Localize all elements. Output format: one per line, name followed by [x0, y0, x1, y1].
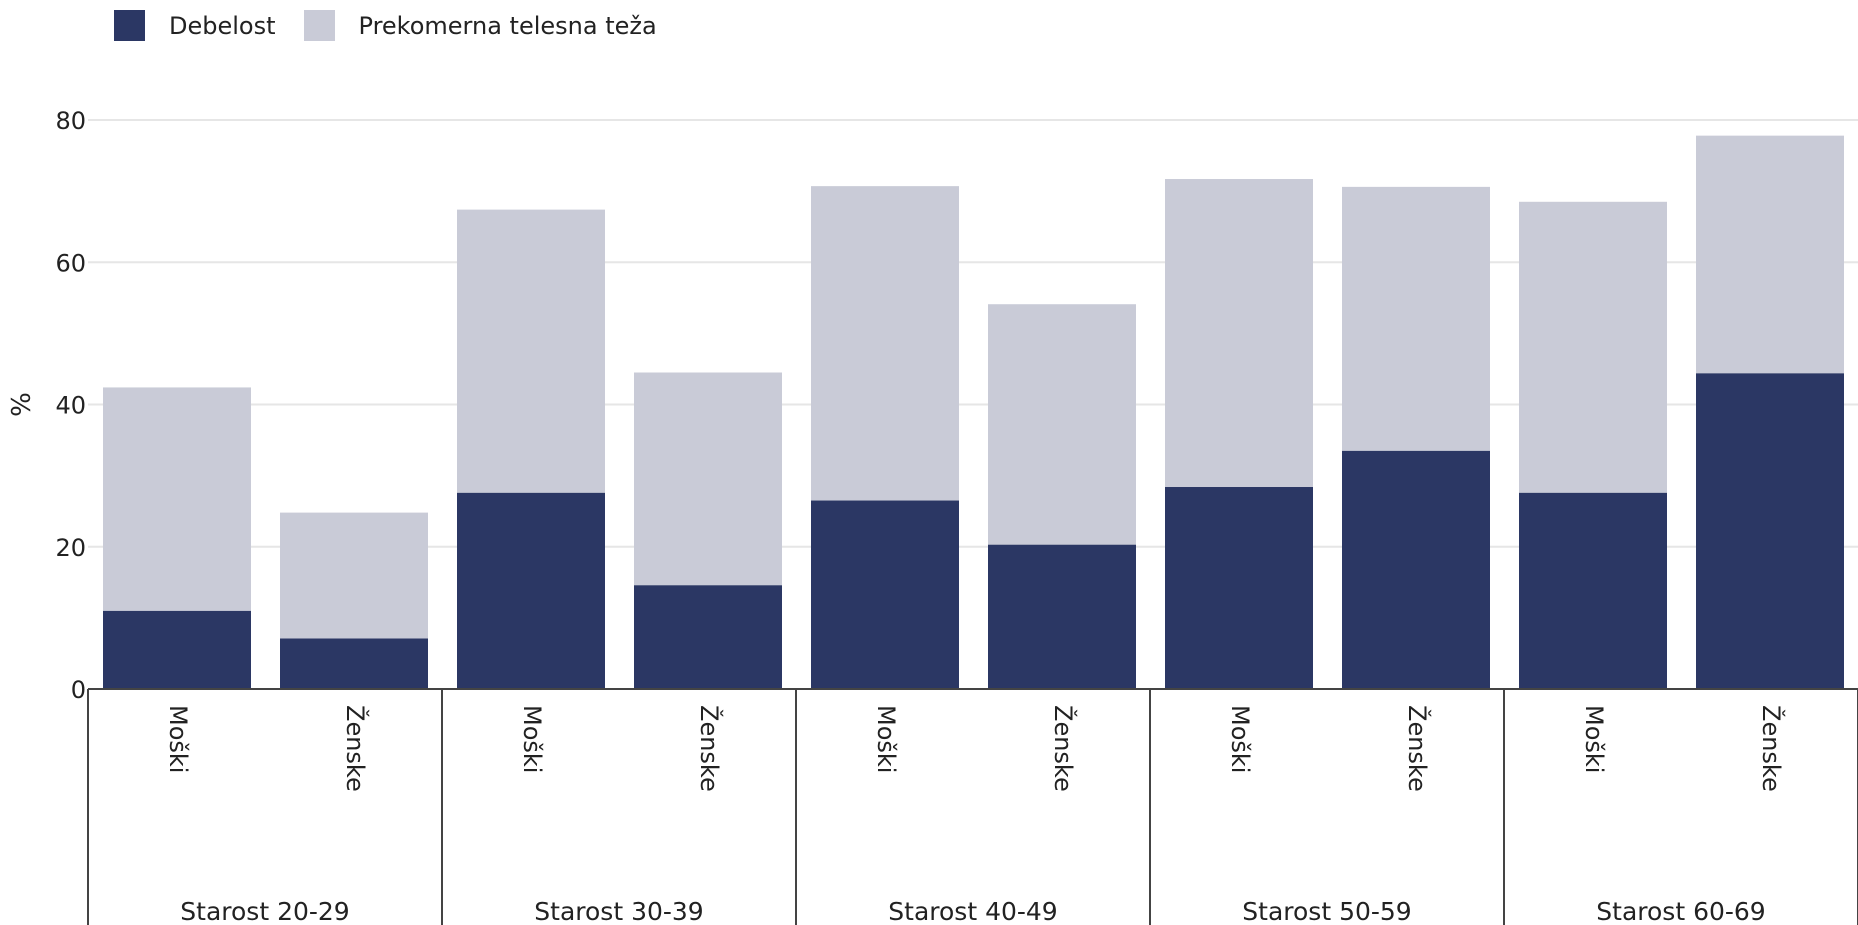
bar-overweight	[103, 387, 251, 611]
bar-overweight	[811, 186, 959, 501]
legend: Debelost Prekomerna telesna teža	[114, 10, 685, 41]
bar-overweight	[634, 372, 782, 586]
x-tick-label: Ženske	[1049, 705, 1078, 792]
y-tick-label: 0	[71, 676, 86, 704]
x-tick-label: Ženske	[695, 705, 724, 792]
bar-obesity	[1342, 450, 1490, 689]
legend-label-overweight: Prekomerna telesna teža	[358, 11, 657, 40]
group-label: Starost 30-39	[534, 897, 703, 925]
bar-overweight	[280, 512, 428, 639]
y-tick-label: 80	[55, 107, 86, 135]
group-label: Starost 40-49	[888, 897, 1057, 925]
x-tick-label: Moški	[872, 705, 900, 773]
legend-item-overweight[interactable]: Prekomerna telesna teža	[303, 10, 657, 41]
y-tick-label: 40	[55, 392, 86, 420]
x-tick-label: Ženske	[1757, 705, 1786, 792]
bar-obesity	[1165, 487, 1313, 689]
legend-swatch-obesity	[114, 10, 145, 41]
x-tick-label: Moški	[1226, 705, 1254, 773]
group-label: Starost 50-59	[1242, 897, 1411, 925]
group-label: Starost 20-29	[180, 897, 349, 925]
bar-obesity	[1519, 492, 1667, 689]
y-tick-label: 60	[55, 249, 86, 277]
bar-obesity	[1696, 373, 1844, 689]
bar-overweight	[1165, 179, 1313, 488]
legend-item-obesity[interactable]: Debelost	[114, 10, 276, 41]
bar-obesity	[634, 585, 782, 689]
bar-obesity	[988, 544, 1136, 689]
y-tick-label: 20	[55, 534, 86, 562]
x-tick-label: Moški	[1580, 705, 1608, 773]
bar-obesity	[280, 638, 428, 689]
bar-obesity	[103, 610, 251, 689]
legend-swatch-overweight	[303, 10, 335, 41]
bar-obesity	[457, 492, 605, 689]
x-tick-label: Moški	[518, 705, 546, 773]
bar-overweight	[457, 209, 605, 493]
bar-overweight	[1696, 135, 1844, 374]
legend-label-obesity: Debelost	[169, 11, 276, 40]
group-label: Starost 60-69	[1596, 897, 1765, 925]
y-axis-label: %	[7, 392, 37, 417]
bar-obesity	[811, 500, 959, 689]
x-tick-label: Ženske	[341, 705, 370, 792]
x-tick-label: Moški	[164, 705, 192, 773]
bar-overweight	[1342, 186, 1490, 451]
bar-overweight	[988, 304, 1136, 545]
bar-overweight	[1519, 201, 1667, 493]
x-tick-label: Ženske	[1403, 705, 1432, 792]
